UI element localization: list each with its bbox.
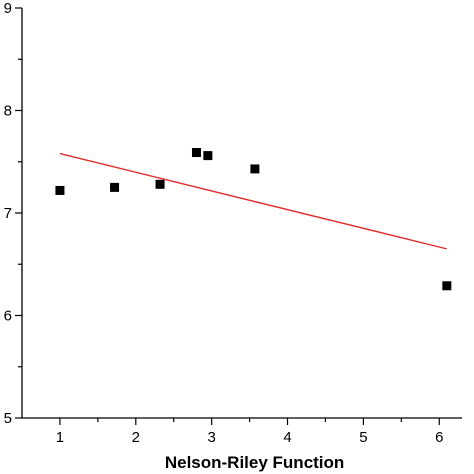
y-tick-label: 9 <box>4 0 12 17</box>
data-point <box>155 179 165 189</box>
x-tick-label: 3 <box>207 429 215 446</box>
x-tick-label: 5 <box>359 429 367 446</box>
x-tick-label: 1 <box>56 429 64 446</box>
ticks: 1 2 3 4 5 6 5 6 7 8 9 <box>4 0 444 446</box>
data-point <box>55 185 65 195</box>
axes <box>21 8 462 419</box>
y-tick-label: 7 <box>4 205 12 222</box>
data-point <box>191 148 201 158</box>
y-tick-label: 8 <box>4 103 12 120</box>
series <box>55 148 452 291</box>
data-point <box>250 164 260 174</box>
x-axis-title: Nelson-Riley Function <box>165 453 344 472</box>
data-point <box>110 182 120 192</box>
fit-line <box>59 152 447 250</box>
x-tick-label: 4 <box>283 429 291 446</box>
x-tick-label: 2 <box>132 429 140 446</box>
y-tick-label: 5 <box>4 410 12 427</box>
y-tick-label: 6 <box>4 308 12 325</box>
x-tick-label: 6 <box>435 429 443 446</box>
data-point <box>203 151 213 161</box>
data-point <box>442 281 452 291</box>
